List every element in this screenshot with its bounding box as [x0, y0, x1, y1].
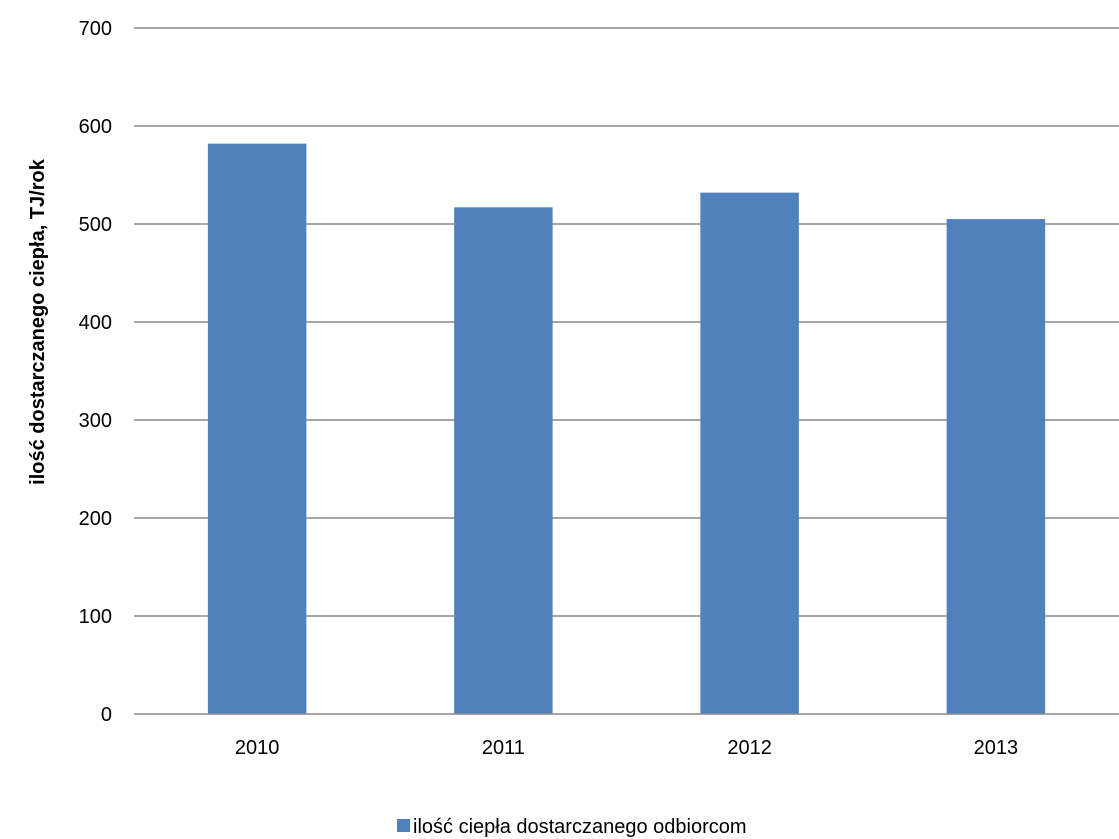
bar-2013 [946, 219, 1046, 714]
y-tick-label: 600 [79, 116, 112, 138]
bar-2012 [700, 192, 799, 714]
y-tick-label: 100 [79, 606, 112, 628]
legend: ilość ciepła dostarczanego odbiorcom [397, 816, 747, 838]
y-tick-label: 300 [79, 410, 112, 432]
y-axis-ticks: 0 100 200 300 400 500 600 700 [79, 18, 112, 726]
x-tick-label: 2010 [235, 737, 280, 759]
legend-swatch [397, 819, 410, 832]
x-tick-label: 2011 [482, 737, 525, 759]
y-tick-label: 400 [79, 312, 112, 334]
x-axis-ticks: 2010 2011 2012 2013 [235, 737, 1018, 759]
y-tick-label: 500 [79, 214, 112, 236]
bar-2011 [454, 207, 553, 714]
y-axis-title: ilość dostarczanego ciepła, TJ/rok [27, 158, 49, 485]
x-tick-label: 2012 [727, 737, 772, 759]
legend-label: ilość ciepła dostarczanego odbiorcom [413, 816, 747, 838]
bars [207, 143, 1046, 714]
bar-2010 [207, 143, 307, 714]
y-tick-label: 700 [79, 18, 112, 40]
y-tick-label: 0 [101, 704, 112, 726]
x-tick-label: 2013 [974, 737, 1019, 759]
y-tick-label: 200 [79, 508, 112, 530]
